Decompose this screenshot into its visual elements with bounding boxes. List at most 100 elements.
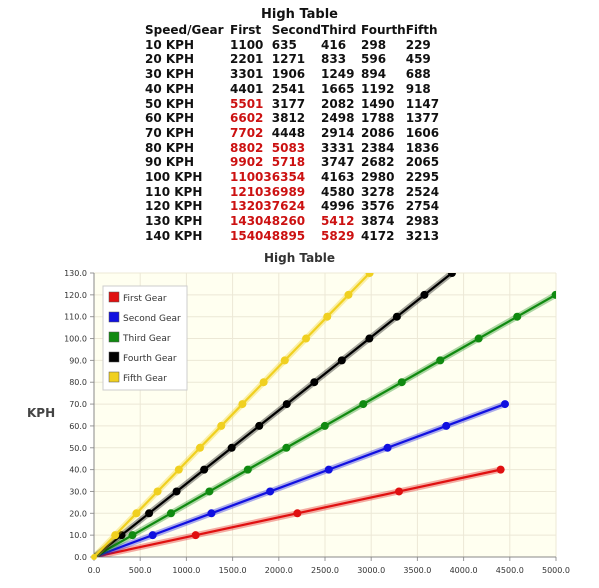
legend-swatch (108, 351, 120, 363)
data-point (217, 421, 226, 430)
table-row: 100 KPH 11003 6354 4163 2980 2295 (145, 170, 446, 185)
data-point (337, 356, 346, 365)
x-tick-label: 0.0 (88, 566, 101, 575)
speed-cell: 10 KPH (145, 37, 195, 52)
rpm-cell: 459 (405, 52, 431, 67)
rpm-cell: 7702 (230, 125, 264, 140)
rpm-cell: 5718 (271, 155, 306, 170)
rpm-cell: 3213 (405, 228, 440, 243)
rpm-cell: 2754 (405, 199, 440, 214)
x-tick-label: 3000.0 (357, 566, 385, 575)
rpm-cell: 1788 (361, 111, 395, 126)
legend-swatch (108, 331, 120, 343)
rpm-cell: 833 (321, 52, 347, 67)
x-tick-label: 5000.0 (542, 566, 570, 575)
rpm-cell: 2914 (321, 125, 355, 140)
series-group (94, 273, 556, 557)
rpm-cell: 5829 (321, 228, 355, 243)
y-tick-label: 80.0 (69, 378, 87, 387)
series-line (94, 273, 371, 557)
rpm-cell: 1100 (230, 37, 264, 52)
rpm-cell: 1906 (271, 67, 306, 82)
data-point (513, 312, 522, 321)
rpm-cell: 4172 (361, 228, 395, 243)
data-point (293, 509, 302, 518)
rpm-cell: 14304 (230, 214, 272, 229)
speed-cell: 70 KPH (145, 125, 195, 140)
table-row: 40 KPH 4401 2541 1665 1192 918 (145, 82, 446, 97)
rpm-cell: 1377 (405, 111, 440, 126)
table-row: 20 KPH 2201 1271 833 596 459 (145, 52, 446, 67)
rpm-cell: 2682 (361, 155, 395, 170)
rpm-cell: 1192 (361, 81, 395, 96)
rpm-cell: 3812 (271, 111, 306, 126)
data-point (420, 290, 429, 299)
rpm-cell: 7624 (271, 199, 306, 214)
y-tick-label: 100.0 (64, 335, 87, 344)
data-point (392, 312, 401, 321)
rpm-cell: 4163 (321, 170, 355, 185)
data-point (153, 487, 162, 496)
data-point (148, 531, 157, 540)
table-row: 70 KPH 7702 4448 2914 2086 1606 (145, 126, 446, 141)
rpm-cell: 9902 (230, 155, 264, 170)
data-point (551, 290, 556, 299)
rpm-cell: 416 (321, 37, 347, 52)
rpm-cell: 688 (405, 67, 431, 82)
speed-cell: 110 KPH (145, 184, 203, 199)
x-tick-label: 3500.0 (403, 566, 431, 575)
data-point (365, 334, 374, 343)
table-row: 130 KPH 14304 8260 5412 3874 2983 (145, 214, 446, 229)
data-point (447, 273, 456, 277)
rpm-cell: 2980 (361, 170, 395, 185)
y-tick-label: 60.0 (69, 422, 87, 431)
data-point (474, 334, 483, 343)
table-body: 10 KPH 1100 635 416 298 229 20 KPH 2201 1271 833 5… (145, 38, 446, 244)
data-point (166, 509, 175, 518)
legend-label: First Gear (123, 294, 167, 304)
x-tick-label: 4500.0 (496, 566, 524, 575)
y-tick-label: 90.0 (69, 356, 87, 365)
x-tick-label: 1500.0 (219, 566, 247, 575)
header-fifth: Fifth (405, 23, 438, 37)
y-tick-label: 130.0 (64, 269, 87, 278)
rpm-cell: 1147 (405, 96, 440, 111)
data-point (323, 312, 332, 321)
table-title: High Table (261, 7, 338, 22)
rpm-cell: 2201 (230, 52, 264, 67)
x-tick-label: 2500.0 (311, 566, 339, 575)
y-tick-label: 70.0 (69, 400, 87, 409)
rpm-cell: 1606 (405, 125, 440, 140)
y-tick-label: 120.0 (64, 291, 87, 300)
rpm-cell: 3177 (271, 96, 306, 111)
data-point (365, 273, 374, 277)
y-tick-label: 30.0 (69, 487, 87, 496)
rpm-cell: 1490 (361, 96, 395, 111)
speed-cell: 80 KPH (145, 140, 195, 155)
x-tick-label: 2000.0 (265, 566, 293, 575)
data-point (383, 443, 392, 452)
legend-swatch (108, 371, 120, 383)
rpm-cell: 4448 (271, 125, 306, 140)
rpm-cell: 2498 (321, 111, 355, 126)
rpm-cell: 6602 (230, 111, 264, 126)
y-tick-label: 10.0 (69, 531, 87, 540)
y-tick-label: 0.0 (74, 553, 87, 562)
speed-cell: 50 KPH (145, 96, 195, 111)
data-point (172, 487, 181, 496)
data-point (397, 378, 406, 387)
data-point (324, 465, 333, 474)
rpm-cell: 3874 (361, 214, 395, 229)
table-row: 110 KPH 12103 6989 4580 3278 2524 (145, 185, 446, 200)
rpm-cell: 3747 (321, 155, 355, 170)
data-point (310, 378, 319, 387)
legend-swatch (108, 311, 120, 323)
table-row: 30 KPH 3301 1906 1249 894 688 (145, 67, 446, 82)
data-point (395, 487, 404, 496)
rpm-cell: 298 (361, 37, 387, 52)
x-tick-label: 1000.0 (172, 566, 200, 575)
data-point (344, 290, 353, 299)
rpm-cell: 1836 (405, 140, 440, 155)
data-point (282, 400, 291, 409)
data-point (282, 443, 291, 452)
